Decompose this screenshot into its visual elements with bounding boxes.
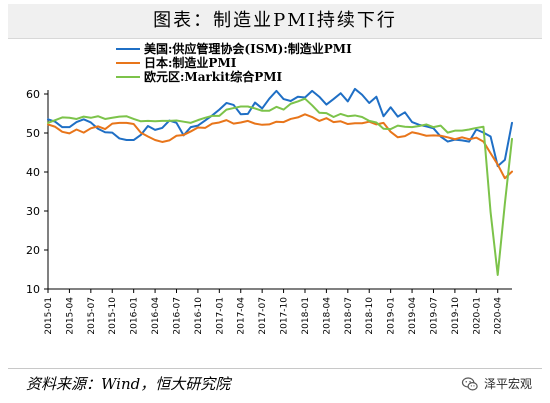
x-tick-label: 2015-04 <box>65 297 75 335</box>
x-tick-label: 2017-01 <box>215 297 225 335</box>
x-tick-label: 2016-01 <box>130 297 140 335</box>
x-tick-label: 2017-04 <box>237 297 247 335</box>
x-tick-label: 2019-10 <box>451 297 461 335</box>
axes: 10 20 30 40 50 60 2015-01 2015-04 2015-07 2015-10… <box>26 88 512 335</box>
chart-title: 图表：制造业PMI持续下行 <box>153 10 397 31</box>
x-tick-label: 2016-10 <box>194 297 204 335</box>
x-tick-label: 2015-07 <box>87 297 97 335</box>
series-line-2 <box>47 97 513 276</box>
legend: 美国:供应管理协会(ISM):制造业PMI日本:制造业PMI欧元区:Markit… <box>116 41 352 84</box>
y-tick-label: 40 <box>26 166 40 179</box>
brand-name: 泽平宏观 <box>483 377 532 391</box>
x-tick-label: 2020-04 <box>494 297 504 335</box>
x-tick-label: 2016-07 <box>172 297 182 335</box>
x-tick-label: 2020-01 <box>472 297 482 335</box>
x-tick-label: 2015-10 <box>108 297 118 335</box>
x-tick-label: 2018-10 <box>365 297 375 335</box>
footer-divider <box>8 368 542 369</box>
x-tick-label: 2019-01 <box>387 297 397 335</box>
x-tick-label: 2017-07 <box>258 297 268 335</box>
wechat-icon <box>461 377 478 391</box>
y-tick-label: 60 <box>26 88 40 101</box>
y-tick-label: 20 <box>26 244 40 257</box>
legend-label-0: 美国:供应管理协会(ISM):制造业PMI <box>144 41 352 56</box>
series-layer <box>47 87 513 276</box>
source-note: 资料来源：Wind，恒大研究院 <box>26 375 231 393</box>
x-tick-label: 2017-10 <box>280 297 290 335</box>
x-tick-label: 2016-04 <box>151 297 161 335</box>
series-line-1 <box>47 113 513 180</box>
series-line-0 <box>47 87 513 168</box>
x-tick-label: 2019-04 <box>408 297 418 335</box>
y-tick-label: 50 <box>26 127 40 140</box>
x-tick-label: 2018-04 <box>322 297 332 335</box>
legend-label-1: 日本:制造业PMI <box>144 55 237 70</box>
x-tick-label: 2015-01 <box>44 297 54 335</box>
x-tick-label: 2018-07 <box>344 297 354 335</box>
title-bar: 图表：制造业PMI持续下行 <box>8 4 542 39</box>
y-tick-label: 10 <box>26 283 40 296</box>
x-tick-label: 2019-07 <box>429 297 439 335</box>
y-tick-label: 30 <box>26 205 40 218</box>
legend-label-2: 欧元区:Markit综合PMI <box>144 69 283 84</box>
x-tick-label: 2018-01 <box>301 297 311 335</box>
brand-watermark: 泽平宏观 <box>461 372 532 396</box>
